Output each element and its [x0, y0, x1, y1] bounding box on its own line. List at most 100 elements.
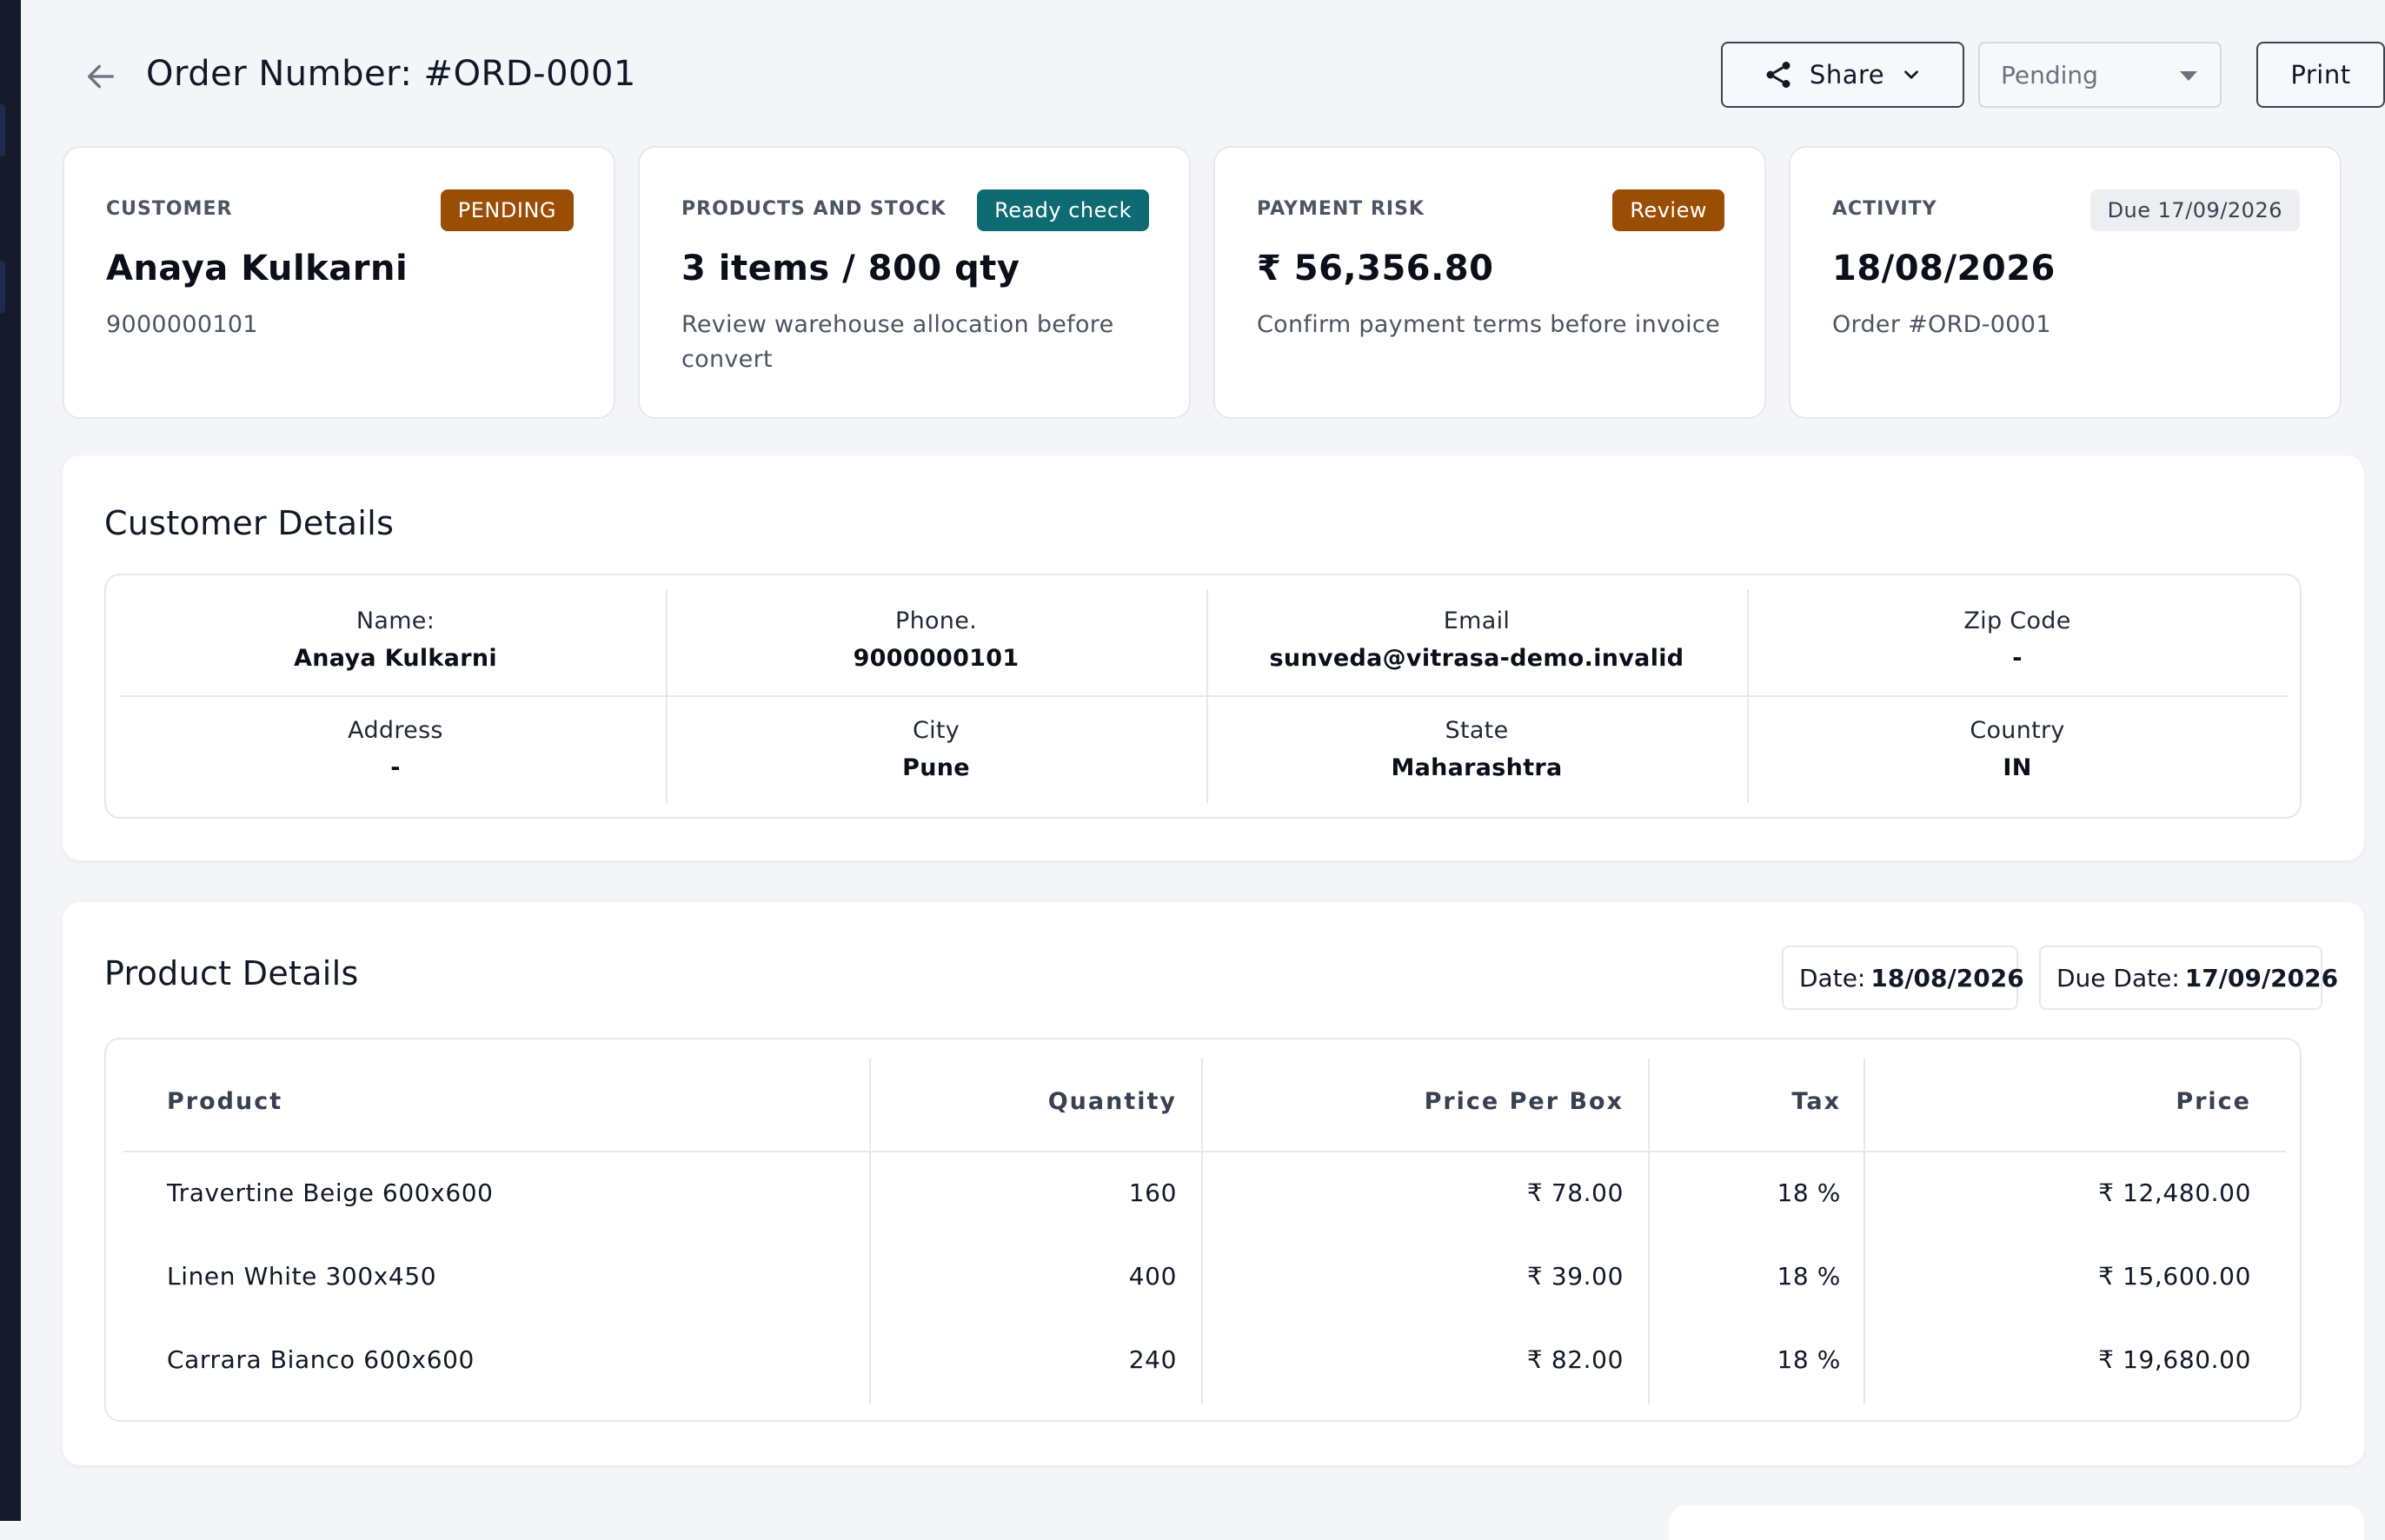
card-subtext: Order #ORD-0001	[1832, 311, 2051, 338]
cell-quantity: 160	[1128, 1178, 1177, 1207]
detail-email: Email sunveda@vitrasa-demo.invalid	[1206, 587, 1747, 692]
share-icon	[1766, 62, 1790, 88]
cell-tax: 18 %	[1777, 1262, 1841, 1291]
print-button[interactable]: Print	[2256, 42, 2385, 108]
cell-quantity: 400	[1128, 1262, 1177, 1291]
product-details-panel: Product Details Date: 18/08/2026 Due Dat…	[63, 902, 2364, 1465]
detail-name: Name: Anaya Kulkarni	[125, 587, 666, 692]
detail-label: Address	[348, 717, 443, 744]
cell-quantity: 240	[1128, 1345, 1177, 1374]
cell-tax: 18 %	[1777, 1345, 1841, 1374]
main-content: Order Number: #ORD-0001 Share Pending Pr…	[21, 0, 2385, 1540]
detail-value: sunveda@vitrasa-demo.invalid	[1269, 645, 1684, 672]
section-title: Product Details	[104, 954, 359, 992]
order-date-chip: Date: 18/08/2026	[1782, 946, 2024, 1010]
cell-price-per-box: ₹ 78.00	[1526, 1178, 1624, 1207]
column-header-quantity: Quantity	[1047, 1088, 1177, 1115]
card-label: ACTIVITY	[1832, 198, 1937, 220]
detail-phone: Phone. 9000000101	[666, 587, 1206, 692]
detail-address: Address -	[125, 697, 666, 801]
sidebar-edge	[0, 0, 21, 1521]
date-value: 18/08/2026	[1870, 963, 2024, 992]
sidebar-marker	[0, 261, 5, 313]
status-select-value: Pending	[2001, 60, 2098, 90]
card-label: PRODUCTS AND STOCK	[681, 198, 947, 220]
date-label: Date:	[1799, 963, 1866, 992]
back-button[interactable]	[80, 56, 122, 97]
sidebar-active-marker	[0, 104, 5, 156]
chevron-down-icon	[1904, 70, 1918, 79]
column-header-price-per-box: Price Per Box	[1424, 1088, 1624, 1115]
detail-city: City Pune	[666, 697, 1206, 801]
detail-value: -	[390, 754, 401, 781]
due-date-value: 17/09/2026	[2184, 963, 2339, 992]
print-button-label: Print	[2290, 60, 2351, 90]
column-divider	[1201, 1059, 1203, 1404]
cell-product: Linen White 300x450	[167, 1262, 437, 1291]
page-header: Order Number: #ORD-0001 Share Pending Pr…	[63, 35, 2385, 118]
cell-price: ₹ 15,600.00	[2098, 1262, 2251, 1291]
cell-tax: 18 %	[1777, 1178, 1841, 1207]
detail-label: Email	[1443, 607, 1511, 634]
detail-value: Anaya Kulkarni	[294, 645, 497, 672]
column-divider	[1648, 1059, 1650, 1404]
card-value: ₹ 56,356.80	[1257, 249, 1494, 289]
detail-value: Pune	[902, 754, 970, 781]
detail-label: City	[912, 717, 960, 744]
summary-cards: CUSTOMER PENDING Anaya Kulkarni 90000001…	[63, 146, 2364, 421]
cell-price: ₹ 12,480.00	[2098, 1178, 2251, 1207]
cell-product: Travertine Beige 600x600	[167, 1178, 494, 1207]
card-value: 18/08/2026	[1832, 249, 2056, 289]
detail-state: State Maharashtra	[1206, 697, 1747, 801]
column-header-price: Price	[2176, 1088, 2251, 1115]
caret-down-icon	[2180, 71, 2197, 81]
ready-check-badge: Ready check	[977, 189, 1149, 231]
detail-label: Country	[1970, 717, 2065, 744]
card-subtext: 9000000101	[106, 311, 258, 338]
detail-zip-code: Zip Code -	[1747, 587, 2288, 692]
column-header-tax: Tax	[1791, 1088, 1841, 1115]
review-badge: Review	[1612, 189, 1724, 231]
detail-label: Zip Code	[1963, 607, 2071, 634]
card-label: PAYMENT RISK	[1257, 198, 1425, 220]
page-title: Order Number: #ORD-0001	[146, 54, 636, 94]
detail-value: 9000000101	[853, 645, 1020, 672]
activity-card: ACTIVITY Due 17/09/2026 18/08/2026 Order…	[1789, 146, 2342, 419]
due-date-badge: Due 17/09/2026	[2089, 189, 2300, 231]
card-subtext: Confirm payment terms before invoice	[1257, 311, 1720, 338]
column-divider	[1863, 1059, 1865, 1404]
payment-risk-card: PAYMENT RISK Review ₹ 56,356.80 Confirm …	[1213, 146, 1766, 419]
status-badge: PENDING	[440, 189, 574, 231]
products-table: Product Quantity Price Per Box Tax Price…	[104, 1038, 2302, 1422]
cell-price-per-box: ₹ 82.00	[1526, 1345, 1624, 1374]
section-title: Customer Details	[104, 504, 395, 542]
card-subtext: Review warehouse allocation before conve…	[681, 311, 1114, 373]
customer-details-panel: Customer Details Name: Anaya Kulkarni Ph…	[63, 455, 2364, 860]
detail-value: IN	[2003, 754, 2032, 781]
detail-label: Phone.	[894, 607, 978, 634]
divider	[120, 695, 2288, 697]
detail-value: -	[2012, 645, 2023, 672]
share-button-label: Share	[1809, 60, 1885, 90]
status-select[interactable]: Pending	[1978, 42, 2222, 108]
products-stock-card: PRODUCTS AND STOCK Ready check 3 items /…	[638, 146, 1191, 419]
share-button[interactable]: Share	[1721, 42, 1964, 108]
card-value: Anaya Kulkarni	[106, 249, 409, 289]
customer-card: CUSTOMER PENDING Anaya Kulkarni 90000001…	[63, 146, 615, 419]
due-date-chip: Due Date: 17/09/2026	[2039, 946, 2338, 1010]
cell-product: Carrara Bianco 600x600	[167, 1345, 475, 1374]
customer-details-grid: Name: Anaya Kulkarni Phone. 9000000101 E…	[104, 574, 2302, 819]
detail-value: Maharashtra	[1391, 754, 1563, 781]
due-date-label: Due Date:	[2056, 963, 2180, 992]
detail-label: State	[1445, 717, 1509, 744]
column-divider	[869, 1059, 871, 1404]
card-value: 3 items / 800 qty	[681, 249, 1020, 289]
next-panel-edge	[1669, 1505, 2364, 1540]
header-divider	[123, 1151, 2286, 1152]
detail-country: Country IN	[1747, 697, 2288, 801]
cell-price-per-box: ₹ 39.00	[1526, 1262, 1624, 1291]
cell-price: ₹ 19,680.00	[2098, 1345, 2251, 1374]
column-header-product: Product	[167, 1088, 283, 1115]
card-label: CUSTOMER	[106, 198, 233, 220]
arrow-left-icon	[88, 64, 114, 89]
